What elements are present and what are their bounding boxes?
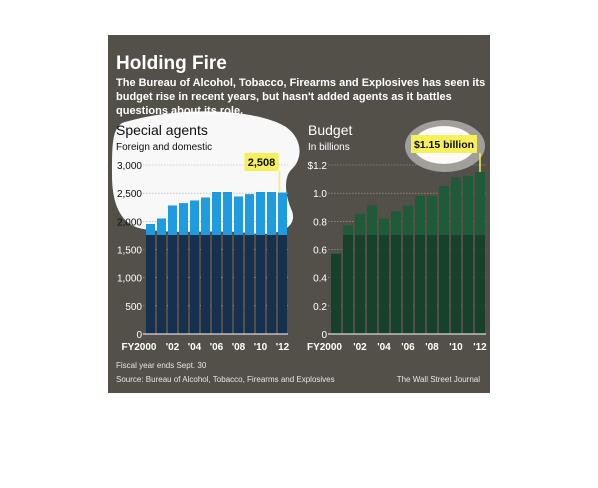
budget-y-tick-label: 0.8 [313, 217, 327, 228]
budget-bar-lit [475, 172, 485, 235]
budget-bar-lit [427, 195, 437, 235]
agents-y-tick-label: 2,000 [117, 217, 142, 228]
agents-bar-lit [245, 194, 254, 235]
agents-bar-lit [267, 192, 276, 235]
agents-y-tick-label: 500 [125, 302, 142, 313]
agents-bar-lit [212, 192, 221, 235]
agents-bar [245, 194, 254, 334]
budget-bar [343, 225, 353, 334]
budget-annotation-box [411, 135, 477, 153]
agents-panel: Special agents Foreign and domestic 0 500 1,… [116, 122, 290, 353]
description-line-2: budget rise in recent years, but hasn't … [116, 91, 452, 103]
chart-canvas: Holding Fire The Bureau of Alcohol, Toba… [112, 53, 487, 384]
budget-y-tick-label: $1.2 [308, 161, 328, 172]
budget-bar-lit [451, 177, 461, 235]
agents-bar-lit [234, 196, 243, 235]
agents-bar [179, 203, 188, 334]
budget-bar [475, 172, 485, 334]
agents-y-tick-label: 0 [136, 330, 142, 341]
budget-x-tick-label: '04 [377, 342, 391, 353]
budget-x-tick-label: '12 [473, 342, 487, 353]
budget-bar [379, 218, 389, 334]
budget-bar-lit [415, 195, 425, 235]
footnote: Fiscal year ends Sept. 30 [116, 361, 207, 370]
budget-y-tick-label: 0.4 [313, 274, 327, 285]
budget-bar [355, 214, 365, 334]
budget-x-tick-label: FY2000 [307, 342, 342, 353]
agents-bar [168, 205, 177, 334]
budget-y-tick-label: 0.6 [313, 246, 327, 257]
budget-bar [427, 195, 437, 334]
source-note: Source: Bureau of Alcohol, Tobacco, Fire… [116, 375, 335, 384]
budget-bar [415, 195, 425, 334]
budget-bar [331, 253, 341, 334]
budget-bar-lit [343, 225, 353, 235]
agents-bar-lit [278, 192, 287, 235]
budget-x-tick-label: '08 [425, 342, 439, 353]
agents-bar-lit [256, 192, 265, 235]
agents-bar [146, 224, 155, 334]
budget-y-tick-label: 1.0 [313, 189, 327, 200]
agents-bar-lit [201, 197, 210, 235]
agents-x-tick-label: '08 [232, 342, 246, 353]
agents-y-tick-label: 3,000 [117, 161, 142, 172]
budget-x-tick-label: '02 [353, 342, 367, 353]
budget-bar [439, 186, 449, 334]
agents-panel-title: Special agents [116, 122, 208, 138]
budget-bar-lit [403, 205, 413, 235]
description-line-1: The Bureau of Alcohol, Tobacco, Firearms… [116, 77, 485, 89]
agents-bar [201, 197, 210, 334]
agents-annotation-label: 2,508 [248, 157, 276, 169]
budget-bar-lit [439, 186, 449, 235]
agents-x-tick-label: FY2000 [121, 342, 156, 353]
agents-bar-lit [190, 200, 199, 235]
budget-x-tick-label: '06 [401, 342, 415, 353]
agents-annotation-box [244, 153, 279, 171]
agents-bar-lit [146, 224, 155, 235]
agents-bar [267, 192, 276, 334]
agents-x-tick-label: '06 [210, 342, 224, 353]
agents-bar [212, 192, 221, 334]
chart-title: Holding Fire [116, 53, 227, 74]
agents-y-tick-label: 1,500 [117, 246, 142, 257]
budget-bar-lit [367, 205, 377, 235]
budget-bar [403, 205, 413, 334]
agents-y-tick-label: 1,000 [117, 274, 142, 285]
agents-x-tick-label: '10 [254, 342, 268, 353]
agents-panel-subtitle: Foreign and domestic [116, 142, 212, 153]
budget-panel: Budget In billions 0 0.2 0.4 0.6 0.8 1.0 $1.2 FY2… [307, 122, 487, 353]
budget-bar [451, 177, 461, 334]
budget-bar-lit [379, 218, 389, 235]
credit: The Wall Street Journal [397, 375, 481, 384]
agents-bar-lit [168, 205, 177, 235]
chart-figure: Holding Fire The Bureau of Alcohol, Toba… [108, 35, 490, 393]
agents-bar [234, 196, 243, 334]
budget-x-tick-label: '10 [449, 342, 463, 353]
agents-bar-lit [179, 203, 188, 235]
budget-bar [391, 211, 401, 334]
budget-y-tick-label: 0 [321, 330, 327, 341]
agents-y-tick-label: 2,500 [117, 189, 142, 200]
budget-bar-lit [355, 214, 365, 235]
agents-bar [190, 200, 199, 334]
agents-x-tick-label: '12 [276, 342, 290, 353]
budget-panel-subtitle: In billions [308, 142, 350, 153]
agents-bar-lit [157, 218, 166, 235]
budget-annotation-label: $1.15 billion [414, 139, 474, 151]
agents-bar [223, 192, 232, 334]
budget-bar-lit [391, 211, 401, 235]
budget-bar [367, 205, 377, 334]
budget-bar [463, 176, 473, 334]
agents-bar [256, 192, 265, 334]
budget-bar-lit [463, 176, 473, 235]
agents-bar [157, 218, 166, 334]
agents-bar-lit [223, 192, 232, 235]
agents-bar [278, 192, 287, 334]
budget-y-tick-label: 0.2 [313, 302, 327, 313]
agents-x-tick-label: '02 [166, 342, 180, 353]
agents-x-tick-label: '04 [188, 342, 202, 353]
budget-panel-title: Budget [308, 122, 352, 138]
